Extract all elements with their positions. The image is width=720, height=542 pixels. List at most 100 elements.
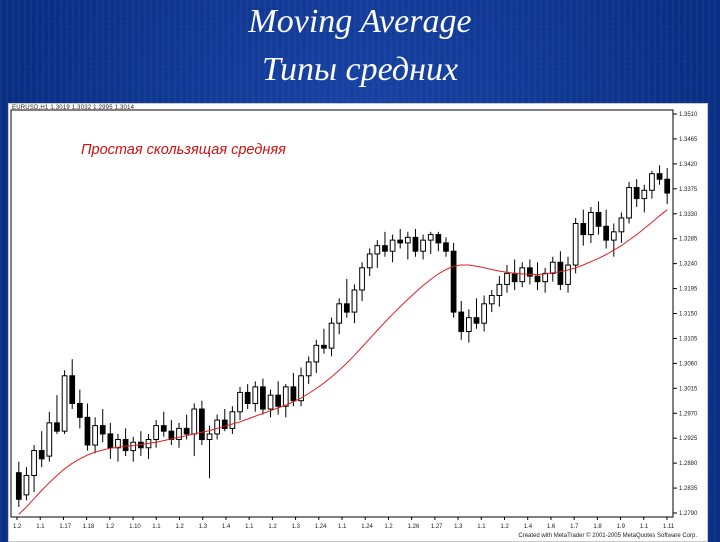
price-chart: 1.3510 1.3465 1.3420 1.3375 1.3330 1.3285 1.32… (8, 103, 708, 542)
candle-body-down (397, 239, 404, 244)
candle-body-down (343, 303, 350, 313)
price-axis-label: 1.2880 (679, 461, 698, 467)
price-axis-label: 1.3375 (679, 187, 698, 193)
price-axis-label: 1.3015 (679, 386, 698, 392)
candle-body-up (237, 391, 243, 413)
time-axis-label: 1.1 (640, 524, 649, 530)
candle-body-down (99, 425, 106, 435)
candle-body-down (557, 261, 564, 285)
price-axis-label: 1.3330 (679, 212, 698, 218)
candle-body-down (633, 187, 640, 200)
candle-body-down (443, 242, 449, 252)
candle-body-up (153, 425, 159, 440)
candle-body-up (359, 267, 365, 291)
candle-body-down (107, 433, 114, 449)
candle-body-down (84, 416, 91, 446)
time-axis-label: 1.3 (454, 524, 463, 530)
candle-body-down (38, 450, 45, 460)
price-axis-label: 1.3240 (679, 262, 698, 268)
candle-body-up (610, 231, 617, 241)
time-axis-label: 1.2 (176, 524, 185, 530)
candle-body-up (305, 361, 312, 377)
price-axis-label: 1.3105 (679, 336, 698, 342)
candle-body-down (595, 211, 602, 227)
time-axis-label: 1.2 (13, 524, 22, 530)
candlestick-chart-svg: 1.3510 1.3465 1.3420 1.3375 1.3330 1.3285 1.32… (10, 109, 698, 530)
candle-body-down (511, 272, 518, 283)
candle-body-down (321, 344, 327, 349)
candle-body-down (382, 245, 388, 252)
time-axis-label: 1.1 (338, 524, 347, 530)
candle-body-down (168, 430, 175, 440)
price-axis-label: 1.3150 (679, 312, 698, 318)
candle-body-up (298, 375, 304, 402)
time-axis-label: 1.7 (570, 524, 579, 530)
time-axis-label: 1.2 (501, 524, 510, 530)
candle-body-up (465, 317, 472, 332)
time-axis-label: 1.24 (315, 524, 327, 530)
time-axis-label: 1.1 (36, 524, 45, 530)
candle-body-up (420, 239, 426, 252)
time-axis-label: 1.11 (663, 524, 675, 530)
candle-body-up (23, 474, 30, 496)
candle-body-up (229, 411, 236, 429)
candle-body-down (290, 386, 297, 402)
candle-body-down (15, 472, 22, 500)
candle-body-up (488, 295, 495, 305)
candle-body-down (275, 394, 282, 407)
time-axis-label: 1.2 (106, 524, 115, 530)
time-axis-label: 1.18 (83, 524, 95, 530)
price-axis-label: 1.3420 (679, 162, 698, 168)
price-axis-label: 1.2925 (679, 436, 698, 442)
candle-body-up (336, 303, 343, 324)
candle-body-up (389, 239, 396, 252)
candle-body-down (603, 225, 610, 241)
candle-body-down (54, 422, 60, 432)
candle-body-down (527, 267, 533, 277)
candle-body-down (435, 234, 442, 244)
candle-body-down (122, 438, 129, 452)
candle-body-down (160, 425, 167, 432)
candle-body-up (214, 419, 221, 435)
candle-body-up (366, 253, 373, 269)
candle-body-up (542, 272, 549, 283)
time-axis-label: 1.24 (361, 524, 373, 530)
time-axis-label: 1.4 (222, 524, 231, 530)
candle-body-up (519, 267, 526, 283)
time-axis-label: 1.17 (59, 524, 71, 530)
candle-body-up (328, 322, 335, 349)
candle-body-down (76, 402, 83, 418)
time-axis-label: 1.3 (292, 524, 301, 530)
candle-body-up (351, 289, 358, 313)
candle-body-up (115, 438, 121, 449)
candle-body-up (588, 211, 594, 236)
candle-body-down (199, 408, 205, 440)
time-axis-label: 1.27 (431, 524, 443, 530)
candle-body-up (267, 394, 274, 410)
time-axis-label: 1.26 (408, 524, 420, 530)
time-axis-label: 1.4 (524, 524, 533, 530)
chart-symbol-header: EURUSD,H1 1.3019 1.3032 1.2995 1.3014 (12, 105, 135, 111)
candle-body-up (252, 386, 259, 404)
time-axis-label: 1.10 (129, 524, 141, 530)
time-axis-label: 1.1 (152, 524, 161, 530)
candle-body-up (618, 217, 625, 233)
candle-body-down (244, 391, 251, 404)
candle-body-down (69, 375, 76, 404)
candle-body-down (260, 386, 266, 410)
price-axis-label: 1.3465 (679, 137, 698, 143)
time-axis-label: 1.9 (617, 524, 626, 530)
candle-body-down (664, 178, 671, 194)
candle-body-up (31, 450, 37, 476)
candle-body-down (221, 419, 228, 429)
chart-caption: Простая скользящая средняя (81, 142, 286, 158)
candle-body-down (656, 173, 663, 180)
price-axis-label: 1.2970 (679, 411, 698, 417)
candle-body-up (61, 375, 68, 432)
time-axis-label: 1.2 (268, 524, 277, 530)
candle-body-up (313, 344, 320, 363)
moving-average-line (18, 209, 668, 515)
price-axis-label: 1.3285 (679, 237, 698, 243)
candle-body-up (92, 425, 98, 446)
time-axis-label: 1.8 (593, 524, 602, 530)
